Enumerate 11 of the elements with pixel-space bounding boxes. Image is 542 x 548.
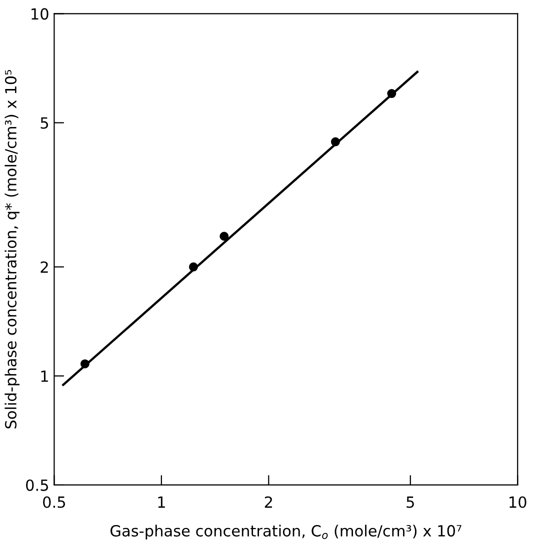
x-tick-label: 2	[264, 496, 272, 508]
y-axis-title: Solid-phase concentration, q* (mole/cm³) x 10⁵	[4, 70, 20, 428]
y-tick-label: 1	[41, 370, 48, 382]
y-tick-label: 10	[32, 8, 48, 20]
x-tick-label: 1	[158, 496, 165, 508]
x-axis-title: Gas-phase concentration, C$_{o}$ (mole/cm³) x 10⁷	[110, 524, 462, 540]
x-tick-label: 10	[510, 496, 526, 508]
y-tick-label: 2	[40, 261, 48, 273]
x-tick-label: 5	[406, 496, 414, 508]
y-tick-label: 5	[40, 117, 48, 129]
y-tick-label: 0.5	[26, 479, 48, 491]
